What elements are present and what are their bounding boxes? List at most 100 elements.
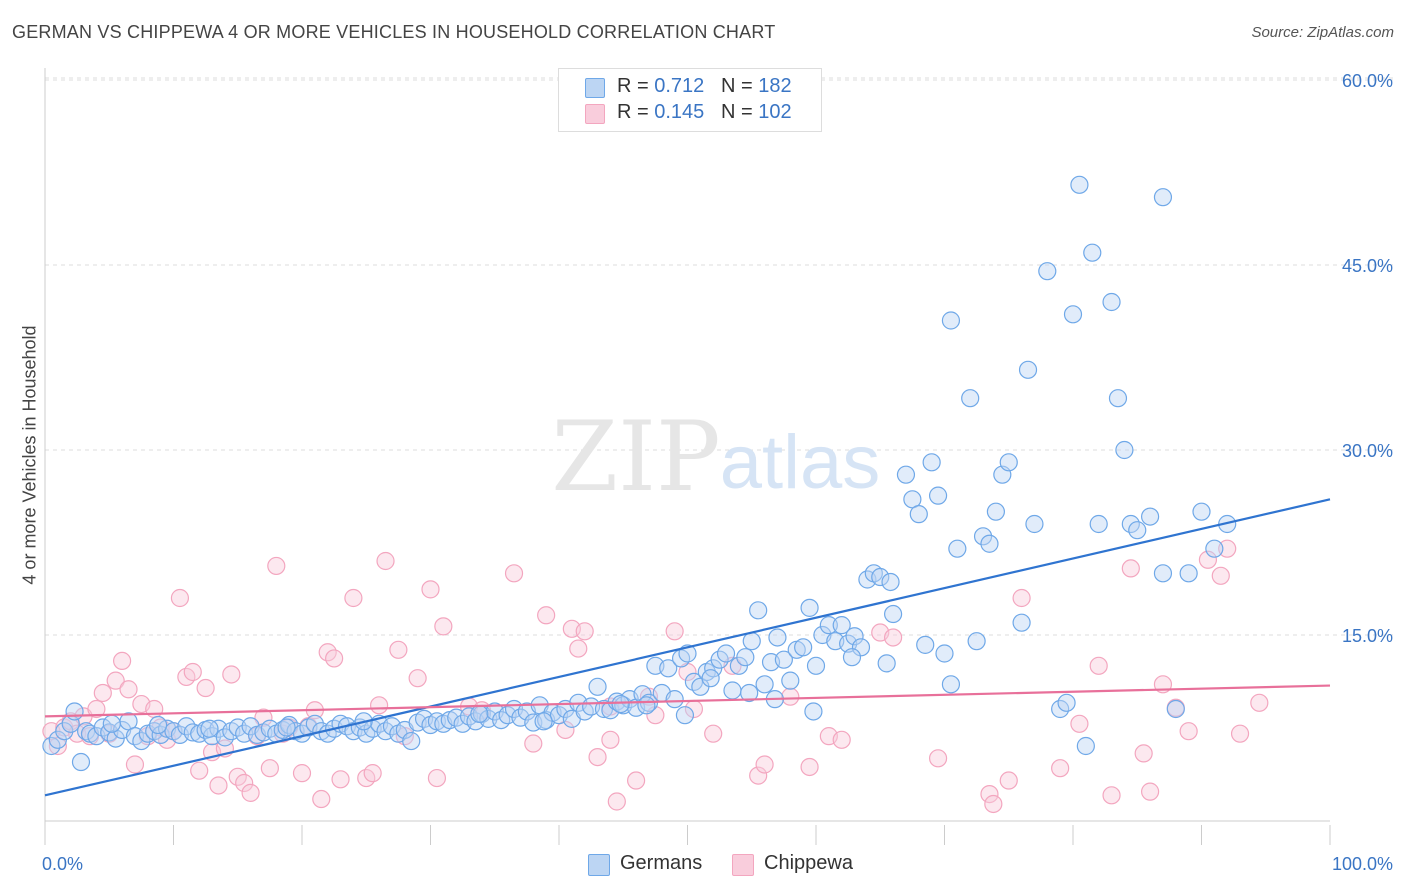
- point-germans: [277, 718, 296, 737]
- x-tick-label: 0.0%: [42, 854, 83, 874]
- point-germans: [588, 677, 607, 696]
- point-germans: [1012, 613, 1031, 632]
- bottom-legend-label-germans: Germans: [620, 852, 703, 874]
- legend-n-label: N =: [720, 101, 759, 123]
- bottom-legend-swatch-germans: [588, 854, 610, 876]
- point-germans: [736, 648, 755, 667]
- point-germans: [235, 724, 254, 743]
- point-germans: [742, 632, 761, 651]
- point-germans: [1205, 539, 1224, 558]
- point-chippewa: [93, 683, 112, 703]
- point-chippewa: [588, 747, 607, 767]
- point-germans: [961, 389, 980, 408]
- point-germans: [1140, 507, 1160, 526]
- point-chippewa: [325, 649, 344, 668]
- point-chippewa: [928, 749, 948, 768]
- point-chippewa: [260, 759, 279, 778]
- legend-swatch-germans: [585, 78, 605, 98]
- bottom-legend-label-chippewa: Chippewa: [764, 852, 853, 874]
- point-germans: [909, 505, 928, 524]
- point-germans: [402, 731, 421, 751]
- point-chippewa: [1134, 744, 1153, 763]
- point-germans: [534, 712, 553, 731]
- source-credit: Source: ZipAtlas.com: [1251, 24, 1394, 41]
- point-germans: [804, 702, 823, 721]
- point-germans: [806, 656, 826, 675]
- point-chippewa: [292, 764, 312, 783]
- point-chippewa: [235, 773, 254, 793]
- point-chippewa: [749, 766, 768, 785]
- point-germans: [1083, 243, 1102, 262]
- point-germans: [202, 727, 222, 746]
- watermark-atlas: atlas: [720, 420, 881, 505]
- point-chippewa: [1012, 588, 1031, 608]
- point-chippewa: [119, 680, 138, 699]
- point-chippewa: [1070, 714, 1089, 733]
- point-chippewa: [1250, 693, 1269, 712]
- point-chippewa: [331, 770, 350, 789]
- point-germans: [148, 715, 168, 735]
- legend: R = 0.712 N = 182 R = 0.145 N = 102: [558, 68, 822, 132]
- point-germans: [65, 702, 84, 721]
- legend-r-value: 0.145: [654, 101, 705, 123]
- point-germans: [200, 719, 219, 738]
- point-germans: [967, 632, 986, 651]
- point-chippewa: [626, 771, 646, 790]
- y-tick-label: 15.0%: [1342, 626, 1393, 646]
- point-germans: [980, 534, 999, 553]
- point-chippewa: [832, 730, 851, 749]
- point-germans: [1153, 564, 1173, 583]
- point-chippewa: [999, 771, 1018, 790]
- point-germans: [877, 654, 896, 673]
- legend-n-value: 182: [758, 75, 792, 97]
- point-germans: [1179, 564, 1198, 583]
- point-chippewa: [1089, 656, 1108, 675]
- point-germans: [881, 572, 900, 592]
- watermark: ZIP atlas: [551, 401, 880, 513]
- point-germans: [740, 683, 759, 703]
- point-germans: [871, 567, 890, 587]
- point-germans: [755, 675, 774, 694]
- point-germans: [665, 690, 684, 709]
- point-chippewa: [241, 783, 260, 802]
- point-chippewa: [1102, 786, 1121, 805]
- point-germans: [948, 539, 967, 558]
- point-germans: [479, 709, 498, 728]
- point-germans: [1089, 514, 1108, 534]
- point-germans: [1108, 389, 1128, 408]
- point-chippewa: [389, 640, 408, 659]
- points-layer: [42, 175, 1269, 814]
- point-germans: [922, 453, 941, 472]
- point-germans: [928, 486, 948, 505]
- point-chippewa: [1051, 759, 1070, 778]
- legend-r-value: 0.712: [654, 75, 705, 97]
- point-germans: [701, 669, 720, 688]
- watermark-zip: ZIP: [551, 401, 720, 513]
- point-germans: [675, 706, 695, 725]
- point-germans: [637, 696, 656, 715]
- point-chippewa: [408, 669, 427, 688]
- point-germans: [768, 628, 787, 647]
- point-chippewa: [704, 724, 723, 743]
- point-chippewa: [984, 794, 1003, 814]
- y-axis-label: 4 or more Vehicles in Household: [19, 325, 40, 585]
- point-chippewa: [421, 580, 440, 599]
- point-germans: [973, 527, 993, 546]
- y-tick-label: 45.0%: [1342, 256, 1393, 276]
- point-chippewa: [1121, 559, 1140, 578]
- point-chippewa: [112, 651, 132, 671]
- trend-line-germans: [44, 498, 1331, 797]
- point-germans: [781, 671, 800, 690]
- point-germans: [1166, 699, 1185, 719]
- point-chippewa: [106, 671, 125, 690]
- point-chippewa: [209, 776, 228, 795]
- point-chippewa: [537, 606, 556, 625]
- point-chippewa: [883, 628, 903, 647]
- point-germans: [1076, 736, 1095, 756]
- point-germans: [1063, 305, 1083, 324]
- point-germans: [723, 681, 742, 700]
- point-chippewa: [1179, 722, 1198, 741]
- point-germans: [999, 453, 1018, 472]
- point-chippewa: [376, 551, 395, 571]
